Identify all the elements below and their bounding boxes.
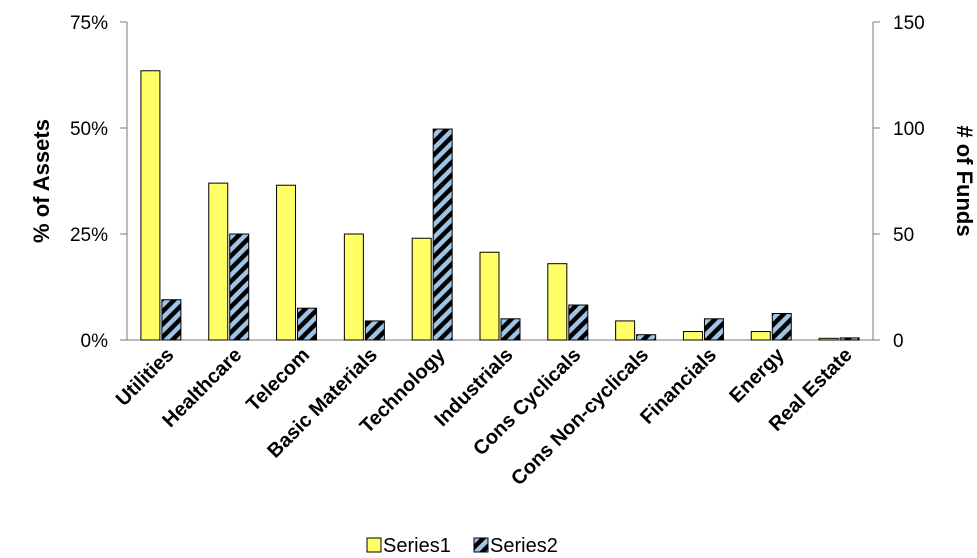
bar-series1-real-estate <box>818 337 839 341</box>
bar-series1-healthcare <box>208 182 229 341</box>
bar-series1-industrials <box>479 251 500 341</box>
y-axis-title: % of Assets <box>29 119 54 243</box>
legend-swatch-series1 <box>366 537 382 553</box>
bar-series2-utilities <box>161 299 182 341</box>
y-tick-label: 25% <box>70 225 108 246</box>
category-label-energy: Energy <box>725 343 789 407</box>
bar-series2-technology <box>432 128 453 341</box>
bar-series1-telecom <box>276 184 297 341</box>
legend-label-series2: Series2 <box>490 535 558 557</box>
bar-series1-energy <box>750 331 771 341</box>
bars-group <box>140 70 860 341</box>
category-label-cons-non-cyclicals: Cons Non-cyclicals <box>507 344 653 490</box>
bar-series1-technology <box>411 237 432 341</box>
y2-tick-label: 50 <box>893 225 914 246</box>
bar-series1-financials <box>682 331 703 341</box>
y-tick-label: 75% <box>70 13 108 34</box>
bar-series2-cons-cyclicals <box>568 304 589 341</box>
legend-swatch-series2 <box>473 537 489 553</box>
category-label-utilities: Utilities <box>112 344 179 411</box>
chart-axes <box>126 22 874 341</box>
bar-series2-healthcare <box>229 233 250 341</box>
bar-series2-financials <box>703 318 724 341</box>
bar-series2-real-estate <box>839 337 860 341</box>
bar-series2-telecom <box>297 307 318 341</box>
bar-series1-cons-cyclicals <box>547 263 568 341</box>
y-tick-label: 0% <box>81 331 109 352</box>
legend-label-series1: Series1 <box>383 535 451 557</box>
category-label-telecom: Telecom <box>242 344 314 416</box>
y2-tick-label: 100 <box>893 119 925 140</box>
bar-series1-utilities <box>140 70 161 341</box>
legend: Series1 Series2 <box>366 535 558 557</box>
y2-tick-label: 0 <box>893 331 904 352</box>
y2-axis-title: # of Funds <box>952 125 977 236</box>
y2-tick-label: 150 <box>893 13 925 34</box>
bar-series2-cons-non-cyclicals <box>636 334 657 341</box>
bar-series2-basic-materials <box>364 320 385 341</box>
bar-series2-energy <box>771 313 792 341</box>
bar-series1-basic-materials <box>343 233 364 341</box>
bar-series2-industrials <box>500 318 521 341</box>
y-tick-label: 50% <box>70 119 108 140</box>
bar-series1-cons-non-cyclicals <box>615 320 636 341</box>
tick-labels-group: 0% 25% 50% 75% 0 50 100 150 <box>70 13 925 352</box>
